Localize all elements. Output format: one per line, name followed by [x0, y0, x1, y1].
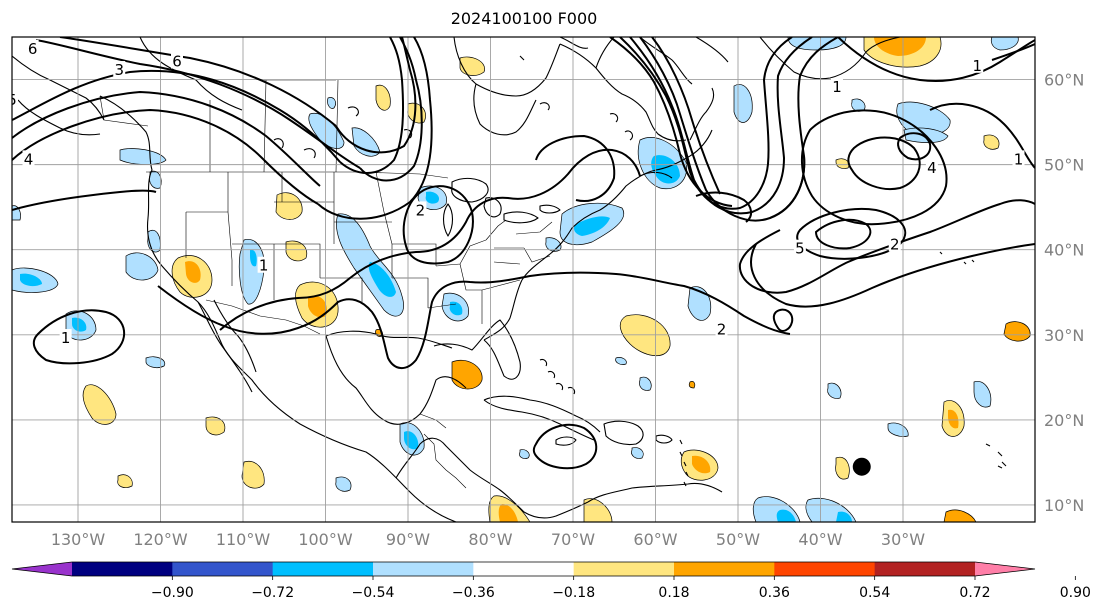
- latitude-tick-label: 20°N: [1044, 411, 1084, 430]
- colorbar-segment: [72, 562, 173, 576]
- contour-label-bg: [831, 78, 843, 95]
- colorbar-segment: [473, 562, 575, 576]
- colorbar-segment: [272, 562, 374, 576]
- colorbar-tick-label: −0.36: [452, 585, 495, 601]
- contour-label-bg: [715, 320, 728, 337]
- contour-label-bg: [793, 239, 806, 256]
- colorbar-segment: [373, 562, 474, 576]
- contour-label-bg: [1012, 150, 1025, 167]
- contour-label: 2: [890, 235, 900, 253]
- longitude-tick-label: 70°W: [551, 530, 595, 549]
- storm-center-marker: [852, 457, 871, 476]
- colorbar-tick-label: −0.18: [552, 585, 595, 601]
- contour-label: 1: [61, 329, 71, 347]
- latitude-tick-label: 40°N: [1044, 241, 1084, 260]
- colorbar-extend-high: [975, 562, 1035, 576]
- longitude-tick-label: 100°W: [298, 530, 353, 549]
- longitude-tick-label: 80°W: [468, 530, 512, 549]
- contour-label-bg: [26, 39, 39, 56]
- longitude-tick-label: 130°W: [51, 530, 106, 549]
- colorbar-segment: [172, 562, 274, 576]
- longitude-tick-label: 40°W: [798, 530, 842, 549]
- contour-label: 2: [416, 201, 426, 219]
- latitude-tick-label: 50°N: [1044, 156, 1084, 175]
- colorbar-tick-label: 0.72: [959, 585, 990, 601]
- contour-lines-layer: [12, 37, 1035, 470]
- map-frame: [11, 36, 1036, 523]
- colorbar-tick-label: −0.90: [151, 585, 194, 601]
- contour-label-bg: [414, 201, 427, 218]
- contour-labels-layer: 6 6 3 5 4 1 1 2 2 1 1 1 4 2 5: [7, 39, 1025, 347]
- contour-label: 1: [972, 57, 982, 75]
- contour-label-bg: [257, 256, 270, 273]
- contour-label-bg: [59, 329, 72, 346]
- colorbar-tick-label: 0.36: [759, 585, 790, 601]
- contour-label-bg: [971, 56, 984, 73]
- contour-label-bg: [888, 235, 901, 252]
- colorbar: −0.90 −0.72 −0.54 −0.36 −0.18 0.18 0.36 0.54 0.7…: [11, 561, 1091, 601]
- graticule-grid: [12, 37, 1035, 522]
- contour-label: 1: [259, 257, 269, 275]
- latitude-tick-label: 30°N: [1044, 326, 1084, 345]
- contour-label-bg: [925, 158, 938, 175]
- contour-label: 6: [172, 53, 182, 71]
- latitude-tick-label: 10°N: [1044, 496, 1084, 515]
- latitude-tick-label: 60°N: [1044, 71, 1084, 90]
- longitude-tick-labels: 130°W 120°W 110°W 100°W 90°W 80°W 70°W 60°W 50°W…: [51, 530, 925, 549]
- contour-label-bg: [171, 52, 183, 69]
- contour-label: 3: [114, 61, 124, 79]
- longitude-tick-label: 110°W: [216, 530, 271, 549]
- longitude-tick-label: 120°W: [133, 530, 188, 549]
- colorbar-segment: [774, 562, 876, 576]
- contour-label: 4: [927, 159, 937, 177]
- colorbar-tick-label: 0.54: [859, 585, 890, 601]
- latitude-tick-labels: 10°N 20°N 30°N 40°N 50°N 60°N: [1044, 71, 1084, 515]
- contour-label: 5: [7, 91, 17, 109]
- longitude-tick-label: 30°W: [881, 530, 925, 549]
- colorbar-tick-label: −0.54: [352, 585, 395, 601]
- contour-label: 5: [795, 240, 805, 258]
- contour-label: 4: [24, 150, 34, 168]
- colorbar-segment: [573, 562, 675, 576]
- contour-label: 2: [717, 321, 727, 339]
- coastline-layer: [12, 37, 1007, 522]
- contour-label: 1: [1014, 150, 1024, 168]
- colorbar-tick-label: 0.90: [1060, 585, 1091, 601]
- political-borders-layer: [99, 79, 553, 489]
- contour-label: 1: [832, 78, 842, 96]
- colorbar-tick-label: −0.72: [251, 585, 294, 601]
- longitude-tick-label: 50°W: [716, 530, 760, 549]
- colorbar-segment: [674, 562, 775, 576]
- contour-label-bg: [22, 150, 35, 167]
- colorbar-segment: [874, 562, 976, 576]
- colorbar-extend-low: [12, 562, 72, 576]
- contour-label-bg: [113, 61, 126, 78]
- map-title: 2024100100 F000: [450, 9, 598, 28]
- contour-label: 6: [28, 40, 38, 58]
- longitude-tick-label: 90°W: [386, 530, 430, 549]
- longitude-tick-label: 60°W: [633, 530, 677, 549]
- colorbar-tick-label: 0.18: [658, 585, 689, 601]
- colorbar-outline: [11, 561, 1036, 577]
- contour-label-bg: [12, 90, 18, 107]
